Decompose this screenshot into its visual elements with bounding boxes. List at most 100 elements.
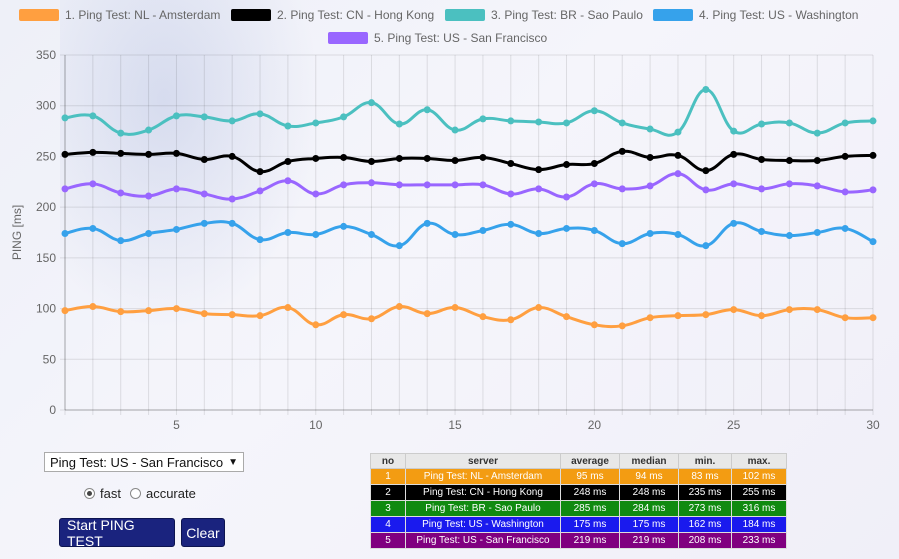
cell-no: 5 [370, 532, 406, 549]
legend-label: 4. Ping Test: US - Washington [699, 8, 859, 22]
data-point [590, 107, 598, 115]
data-point [869, 238, 877, 246]
chart-legend: 1. Ping Test: NL - Amsterdam 2. Ping Tes… [0, 6, 899, 48]
data-point [451, 126, 459, 134]
data-point [228, 311, 236, 319]
y-tick-label: 50 [43, 352, 57, 366]
data-point [89, 148, 97, 156]
data-point [646, 314, 654, 322]
data-point [200, 155, 208, 163]
legend-label: 3. Ping Test: BR - Sao Paulo [491, 8, 643, 22]
table-row: 1 Ping Test: NL - Amsterdam 95 ms 94 ms 83 m… [370, 468, 787, 485]
data-point [674, 151, 682, 159]
data-point [730, 306, 738, 314]
cell-max: 184 ms [731, 516, 787, 533]
data-point [451, 156, 459, 164]
data-point [563, 224, 571, 232]
data-point [451, 181, 459, 189]
data-point [479, 313, 487, 321]
clear-button[interactable]: Clear [181, 518, 225, 547]
data-point [479, 115, 487, 123]
data-point [674, 231, 682, 239]
data-point [730, 150, 738, 158]
data-point [228, 219, 236, 227]
data-point [312, 190, 320, 198]
data-point [117, 308, 125, 316]
data-point [869, 314, 877, 322]
data-point [646, 230, 654, 238]
data-point [367, 99, 375, 107]
data-point [618, 322, 626, 330]
cell-server: Ping Test: US - Washington [405, 516, 561, 533]
data-point [172, 225, 180, 233]
cell-min: 83 ms [678, 468, 732, 485]
legend-swatch [231, 9, 271, 21]
data-point [423, 181, 431, 189]
cell-min: 208 ms [678, 532, 732, 549]
data-point [312, 321, 320, 329]
data-point [340, 113, 348, 121]
accurate-radio[interactable] [129, 488, 141, 499]
data-point [841, 152, 849, 160]
table-row: 4 Ping Test: US - Washington 175 ms 175 ms 1… [370, 516, 787, 533]
results-table: no server average median min. max. 1 Ping… [370, 453, 787, 549]
data-point [507, 160, 515, 168]
data-point [479, 226, 487, 234]
cell-median: 248 ms [619, 484, 679, 501]
data-point [117, 149, 125, 157]
x-tick-label: 25 [727, 418, 741, 432]
fast-radio[interactable] [84, 488, 95, 499]
legend-swatch [328, 32, 368, 44]
data-point [646, 182, 654, 190]
legend-swatch [19, 9, 59, 21]
data-point [340, 311, 348, 319]
data-point [395, 303, 403, 311]
data-point [61, 150, 69, 158]
cell-no: 2 [370, 484, 406, 501]
server-select[interactable]: Ping Test: US - San Francisco ▼ [44, 452, 244, 472]
cell-average: 219 ms [560, 532, 620, 549]
cell-server: Ping Test: CN - Hong Kong [405, 484, 561, 501]
legend-item-san-francisco[interactable]: 5. Ping Test: US - San Francisco [328, 31, 547, 45]
legend-item-washington[interactable]: 4. Ping Test: US - Washington [653, 8, 858, 22]
legend-item-amsterdam[interactable]: 1. Ping Test: NL - Amsterdam [19, 8, 220, 22]
data-point [395, 120, 403, 128]
data-point [145, 192, 153, 200]
legend-item-sao-paulo[interactable]: 3. Ping Test: BR - Sao Paulo [445, 8, 643, 22]
fast-label: fast [100, 486, 121, 501]
data-point [200, 113, 208, 121]
mode-radio-group: fast accurate [84, 486, 196, 501]
data-point [172, 112, 180, 120]
y-tick-label: 100 [36, 302, 56, 316]
data-point [785, 156, 793, 164]
data-point [423, 154, 431, 162]
data-point [61, 307, 69, 315]
cell-min: 273 ms [678, 500, 732, 517]
data-point [256, 110, 264, 118]
cell-max: 255 ms [731, 484, 787, 501]
data-point [479, 181, 487, 189]
data-point [535, 230, 543, 238]
data-point [590, 321, 598, 329]
data-point [312, 119, 320, 127]
data-point [89, 224, 97, 232]
cell-median: 284 ms [619, 500, 679, 517]
data-point [813, 229, 821, 236]
data-point [563, 313, 571, 321]
series-line-4 [64, 220, 874, 248]
cell-average: 95 ms [560, 468, 620, 485]
data-point [172, 305, 180, 313]
data-point [423, 219, 431, 227]
data-point [228, 117, 236, 125]
data-point [590, 180, 598, 188]
data-point [61, 114, 69, 122]
series-line-2 [64, 149, 874, 174]
y-tick-label: 0 [49, 403, 56, 417]
data-point [145, 150, 153, 158]
data-point [813, 156, 821, 164]
data-point [117, 189, 125, 197]
legend-item-hong-kong[interactable]: 2. Ping Test: CN - Hong Kong [231, 8, 434, 22]
data-point [813, 182, 821, 190]
data-point [395, 181, 403, 189]
start-ping-test-button[interactable]: Start PING TEST [59, 517, 175, 549]
